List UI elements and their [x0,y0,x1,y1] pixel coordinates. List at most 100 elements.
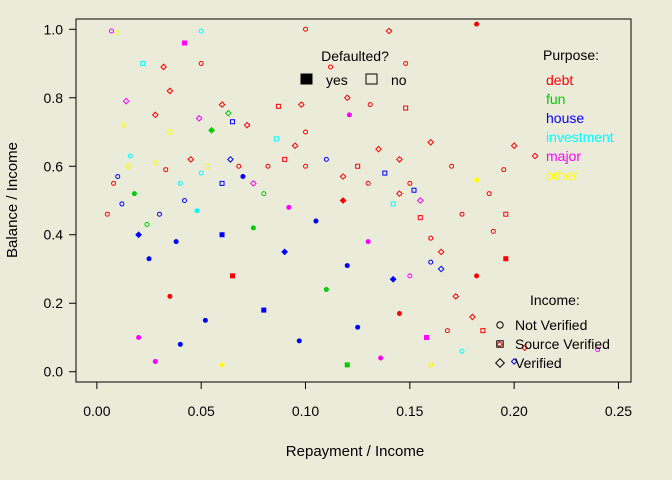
data-point [501,167,507,173]
legend-purpose-item: house [546,110,584,126]
y-tick-label: 0.0 [44,364,64,380]
data-point [250,225,256,231]
data-point [151,111,159,119]
data-point [108,28,114,34]
data-point [411,187,417,193]
data-point [417,215,423,221]
data-point [474,177,480,183]
data-point [181,40,187,46]
data-point [115,174,121,180]
legend-purpose-item: major [546,148,581,164]
data-point [407,180,413,186]
data-point [121,122,127,128]
legend-purpose-title: Purpose: [543,47,599,63]
y-tick-label: 0.8 [44,90,64,106]
data-point [428,259,434,265]
data-point [224,109,232,117]
data-point [273,136,279,142]
data-point [385,27,393,35]
data-point [219,232,225,238]
data-point [218,101,226,109]
data-point [474,21,480,27]
data-point [275,103,281,109]
data-point [469,313,476,321]
data-point [378,355,384,361]
data-point [339,197,347,204]
data-point [343,94,351,102]
data-point [135,231,143,239]
data-point [303,129,309,135]
x-tick-label: 0.20 [501,403,528,419]
legend-income: Income: Not Verified Source Verified Verif… [494,292,610,371]
data-point [313,218,319,224]
y-tick-label: 1.0 [44,21,64,37]
data-point [104,211,110,217]
data-point [146,256,152,262]
x-tick-label: 0.10 [292,403,319,419]
data-point [552,173,560,180]
data-point [452,292,460,300]
data-point [355,324,361,330]
legend-purpose-item: investment [546,129,614,145]
data-point [389,275,397,283]
data-point [480,328,486,334]
data-point [261,191,267,197]
data-point [344,263,350,269]
data-point [208,126,216,134]
data-point [346,112,352,118]
data-point [503,256,509,262]
data-point [249,179,257,187]
x-tick-label: 0.15 [396,403,423,419]
legend-yes-swatch [300,73,313,85]
data-point [243,121,251,129]
legend-purpose: Purpose: debt fun house investment major othe… [543,47,614,183]
data-point [282,156,288,162]
x-tick-label: 0.00 [83,403,110,419]
data-point [403,105,409,111]
data-point [177,180,183,186]
data-point [156,211,162,217]
data-point [395,155,403,163]
data-point [131,191,137,197]
data-point [424,334,430,340]
y-axis-title: Balance / Income [4,142,21,258]
data-point [395,190,403,198]
data-point [127,153,133,159]
data-point [261,307,267,313]
data-point [152,160,158,166]
data-point [355,163,361,169]
data-point [136,334,142,340]
data-point [595,346,601,352]
data-point [111,180,117,186]
legend-yes-label: yes [326,72,348,88]
legend-income-swatch [496,321,504,329]
data-point [521,344,528,352]
y-tick-label: 0.2 [44,295,64,311]
data-point [291,142,299,150]
data-point [195,114,203,122]
data-point [140,61,146,67]
data-point [531,152,539,160]
legend-defaulted-title: Defaulted? [321,48,389,64]
data-point [444,328,450,334]
data-point [286,204,292,210]
data-point [323,156,329,162]
data-point [428,235,434,241]
data-point [122,97,130,105]
data-point [198,28,204,34]
data-point [496,340,503,348]
data-point [115,30,121,36]
data-point [303,26,309,32]
data-point [303,163,309,169]
data-point [396,311,402,317]
data-point [219,180,225,186]
data-point [427,138,435,146]
legend-purpose-item: fun [546,91,565,107]
data-point [236,163,242,169]
data-point [510,142,518,150]
data-point [375,145,382,153]
legend-no-swatch [365,73,378,85]
legend-income-title: Income: [530,292,580,308]
data-point [403,61,409,67]
data-point [459,348,465,354]
